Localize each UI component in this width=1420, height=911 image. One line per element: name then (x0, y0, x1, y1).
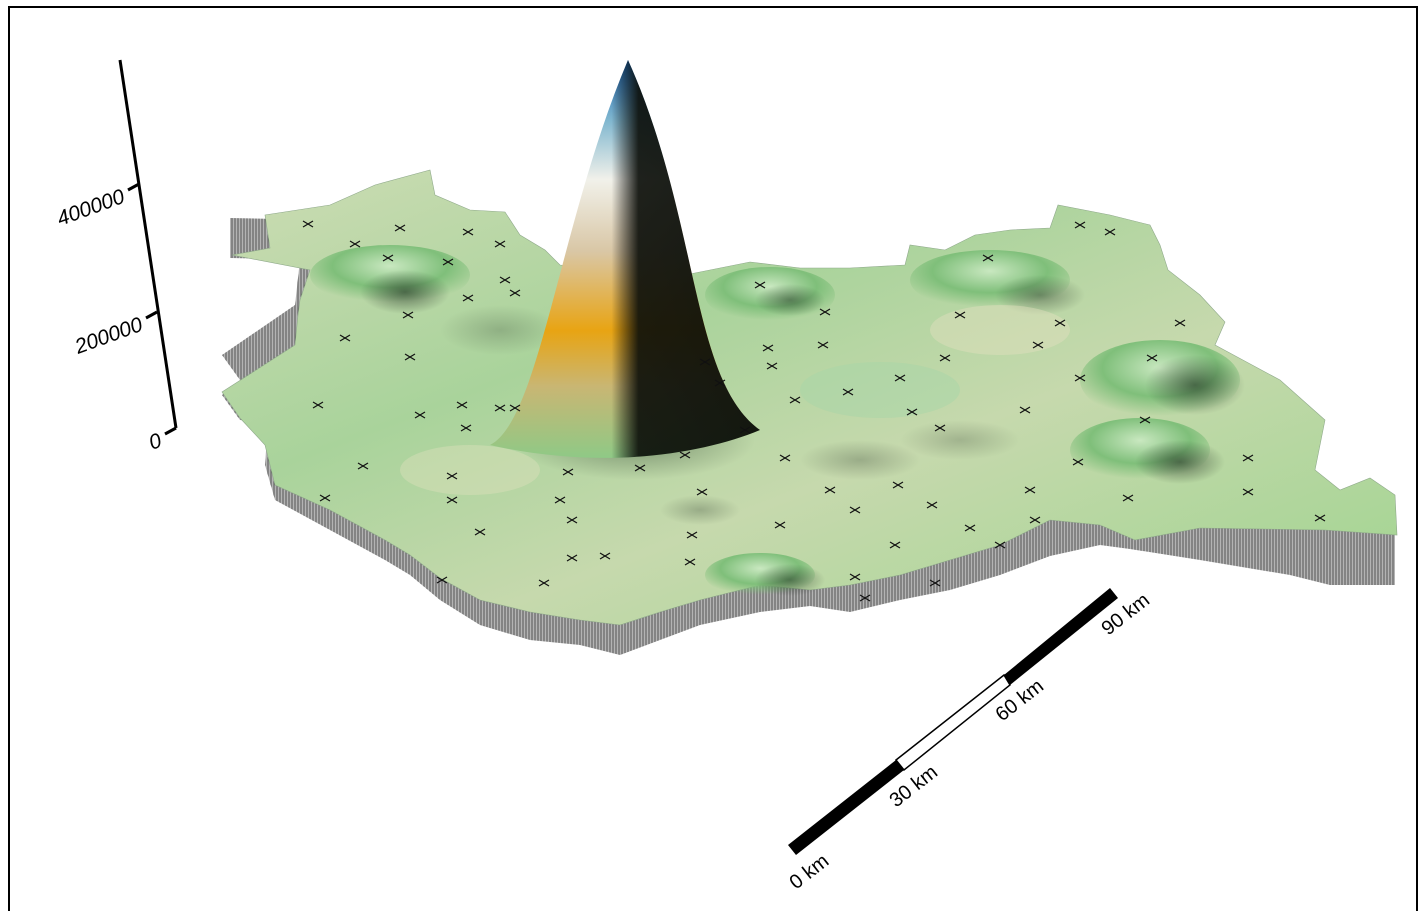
station-marker-stroke (1314, 514, 1326, 522)
station-marker-stroke (474, 528, 486, 536)
station-marker-stroke (1122, 494, 1134, 502)
station-marker-stroke (849, 573, 861, 581)
station-marker-stroke (1174, 319, 1186, 327)
station-marker-stroke (1054, 319, 1066, 327)
station-marker-stroke (982, 254, 994, 262)
station-marker-stroke (766, 362, 778, 370)
z-axis-tick (145, 310, 158, 320)
scale-bar-segment (788, 760, 904, 855)
z-axis-tick-label: 400000 (54, 185, 128, 231)
map-frame (8, 6, 1418, 911)
station-marker-stroke (509, 404, 521, 412)
station-marker-stroke (402, 311, 414, 319)
station-marker-stroke (679, 451, 691, 459)
station-marker-stroke (789, 396, 801, 404)
station-marker-stroke (462, 294, 474, 302)
station-marker-stroke (894, 374, 906, 382)
station-marker-stroke (1032, 341, 1044, 349)
station-marker-stroke (1242, 488, 1254, 496)
station-marker-stroke (319, 494, 331, 502)
station-marker-stroke (436, 576, 448, 584)
terrain-peak (490, 60, 760, 480)
station-marker-stroke (442, 258, 454, 266)
station-marker-stroke (686, 531, 698, 539)
station-marker-stroke (404, 353, 416, 361)
station-marker-stroke (964, 524, 976, 532)
station-marker-stroke (906, 408, 918, 416)
station-marker-stroke (634, 464, 646, 472)
station-marker-stroke (754, 281, 766, 289)
station-marker-stroke (1019, 406, 1031, 414)
station-marker-stroke (1104, 228, 1116, 236)
station-marker-stroke (859, 594, 871, 602)
station-marker-stroke (714, 379, 726, 387)
scale-bar-label: 0 km (786, 850, 834, 894)
z-axis-tick (127, 182, 140, 192)
scale-bar-segment (1004, 588, 1118, 685)
station-marker-stroke (446, 496, 458, 504)
station-marker-stroke (939, 354, 951, 362)
station-marker-stroke (817, 341, 829, 349)
station-marker-stroke (1074, 221, 1086, 229)
station-marker-stroke (566, 516, 578, 524)
z-axis-line (118, 59, 178, 429)
z-axis: 0 200000 400000 (54, 59, 178, 455)
station-marker-stroke (554, 496, 566, 504)
station-marker-stroke (339, 334, 351, 342)
station-marker-stroke (494, 240, 506, 248)
station-marker-stroke (312, 401, 324, 409)
station-marker-stroke (446, 472, 458, 480)
station-marker-stroke (684, 558, 696, 566)
station-marker-stroke (739, 426, 751, 434)
station-marker-stroke (889, 541, 901, 549)
station-marker-stroke (842, 388, 854, 396)
station-marker-stroke (892, 481, 904, 489)
station-marker-stroke (456, 401, 468, 409)
station-marker-stroke (562, 468, 574, 476)
station-marker-stroke (538, 579, 550, 587)
z-axis-tick-label: 0 (146, 429, 165, 455)
station-marker-stroke (414, 411, 426, 419)
scale-bar-segment (894, 673, 1011, 772)
station-marker-stroke (1074, 374, 1086, 382)
station-marker-stroke (394, 224, 406, 232)
station-marker-stroke (699, 358, 711, 366)
station-marker-stroke (1029, 516, 1041, 524)
station-marker-stroke (774, 521, 786, 529)
station-marker-stroke (382, 254, 394, 262)
station-marker-stroke (499, 276, 511, 284)
station-marker-stroke (954, 311, 966, 319)
station-marker-stroke (926, 501, 938, 509)
station-marker-stroke (934, 424, 946, 432)
station-marker-stroke (462, 228, 474, 236)
z-axis-tick-label: 200000 (71, 313, 146, 359)
station-marker-stroke (1024, 486, 1036, 494)
station-marker-stroke (599, 552, 611, 560)
station-marker-stroke (1072, 458, 1084, 466)
station-marker-stroke (824, 486, 836, 494)
station-marker-stroke (1139, 416, 1151, 424)
station-marker-stroke (302, 220, 314, 228)
station-marker-stroke (357, 462, 369, 470)
station-marker-stroke (1146, 354, 1158, 362)
station-marker-stroke (929, 579, 941, 587)
station-marker-stroke (509, 289, 521, 297)
station-marker-stroke (762, 344, 774, 352)
station-marker-stroke (819, 308, 831, 316)
station-marker-stroke (849, 506, 861, 514)
station-marker-stroke (494, 404, 506, 412)
scale-bar: 0 km 30 km 60 km 90 km (786, 588, 1154, 894)
station-marker-stroke (349, 240, 361, 248)
station-marker-stroke (1242, 454, 1254, 462)
station-marker-stroke (566, 554, 578, 562)
terrain-relief (310, 245, 1245, 597)
station-marker-stroke (779, 454, 791, 462)
station-marker-stroke (460, 424, 472, 432)
station-marker-stroke (696, 488, 708, 496)
station-markers (302, 220, 1326, 602)
station-marker-stroke (994, 541, 1006, 549)
z-axis-tick (164, 426, 177, 436)
